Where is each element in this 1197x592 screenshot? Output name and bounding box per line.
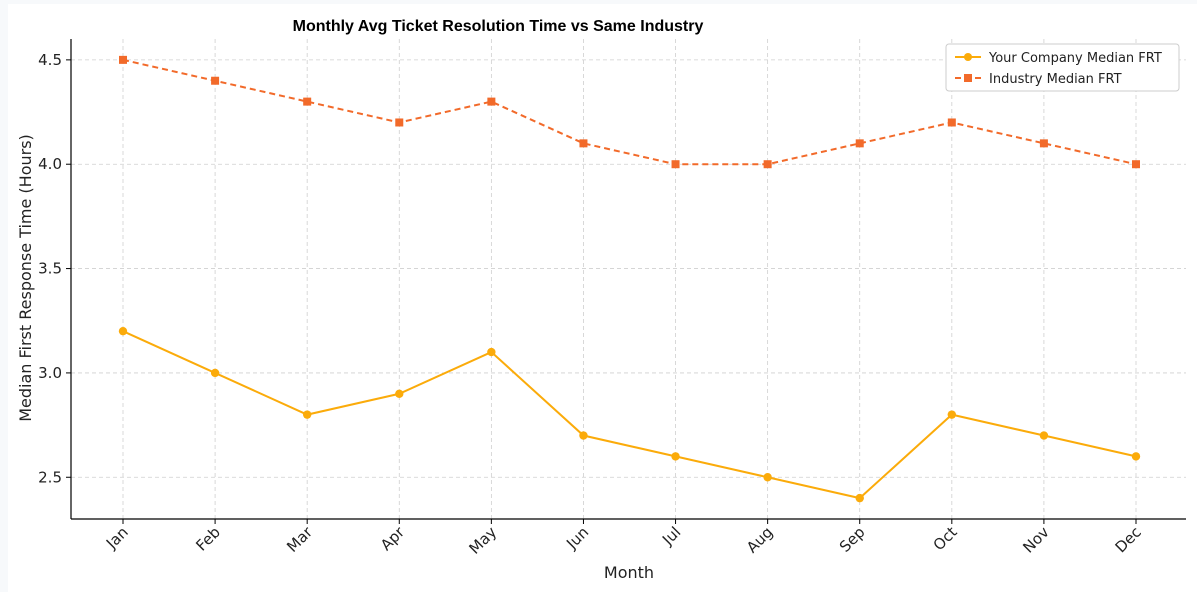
chart-canvas: Monthly Avg Ticket Resolution Time vs Sa… [8, 4, 1197, 592]
x-tick-label: Oct [930, 523, 961, 554]
x-tick-label: Sep [836, 523, 869, 556]
x-tick-label: Jun [562, 523, 592, 553]
data-point [119, 55, 127, 64]
data-point [579, 431, 588, 440]
data-point [855, 493, 864, 503]
x-tick-label: Jul [658, 523, 684, 549]
axes [70, 39, 1186, 520]
y-axis-label: Median First Response Time (Hours) [16, 134, 35, 422]
series-line [122, 58, 1137, 166]
x-tick-label: Feb [192, 523, 224, 555]
data-point [947, 118, 956, 127]
x-tick-label: Mar [283, 523, 316, 556]
y-tick-label: 3.0 [38, 364, 62, 382]
data-point [671, 160, 680, 169]
series-group [118, 55, 1141, 503]
data-point [1039, 139, 1048, 148]
data-point [487, 97, 496, 106]
data-point [395, 389, 404, 398]
x-tick-label: Dec [1112, 523, 1145, 556]
legend-label: Your Company Median FRT [988, 51, 1162, 66]
x-tick-label: Nov [1019, 523, 1053, 557]
data-point [763, 160, 772, 169]
data-point [302, 410, 312, 419]
y-tick-label: 2.5 [38, 468, 62, 486]
x-tick-label: Jan [102, 523, 132, 553]
y-tick-label: 4.0 [38, 155, 62, 173]
data-point [763, 473, 772, 482]
x-tick-label: Aug [743, 523, 776, 556]
data-point [1132, 160, 1140, 169]
data-point [303, 97, 312, 106]
y-tick-label: 3.5 [38, 260, 62, 278]
x-axis-label: Month [604, 563, 654, 582]
data-point [395, 118, 404, 127]
grid [71, 39, 1186, 519]
data-point [487, 347, 496, 357]
line-chart: Monthly Avg Ticket Resolution Time vs Sa… [16, 18, 1186, 582]
legend-marker [964, 53, 972, 61]
data-point [1039, 431, 1049, 440]
legend-label: Industry Median FRT [989, 72, 1122, 87]
data-point [211, 76, 220, 85]
legend-marker [964, 74, 972, 82]
legend-box [945, 43, 1180, 92]
data-point [210, 368, 220, 378]
data-point [855, 139, 864, 148]
x-tick-label: May [466, 523, 501, 558]
data-point [1131, 452, 1141, 461]
data-point [118, 326, 128, 336]
y-ticks: 2.5 3.0 3.5 4.0 4.5 [38, 51, 71, 486]
series-line [122, 330, 1137, 500]
legend: Your Company Median FRT Industry Median F… [945, 43, 1180, 92]
chart-title: Monthly Avg Ticket Resolution Time vs Sa… [293, 18, 704, 35]
data-point [579, 139, 588, 148]
x-ticks: Jan Feb Mar Apr May Jun Jul Aug Sep Oct Nov Dec [102, 519, 1145, 558]
x-tick-label: Apr [377, 523, 409, 555]
y-tick-label: 4.5 [38, 51, 62, 69]
data-point [947, 410, 957, 419]
data-point [671, 452, 680, 461]
